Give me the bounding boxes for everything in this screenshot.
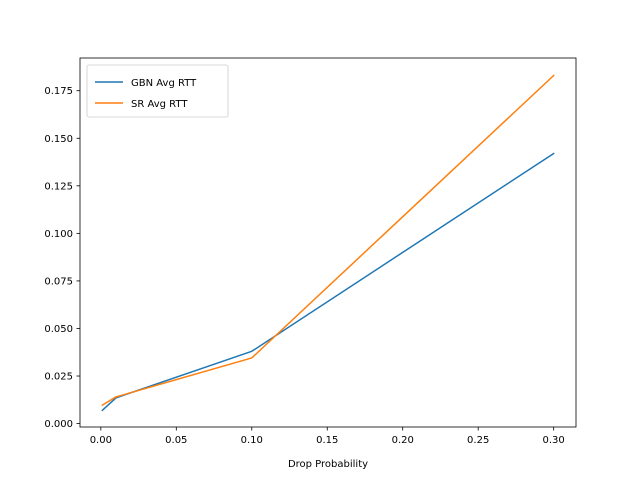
y-tick-label: 0.075 bbox=[44, 276, 73, 287]
y-tick-label: 0.150 bbox=[44, 134, 73, 145]
y-tick-label: 0.025 bbox=[44, 372, 73, 383]
y-tick-label: 0.125 bbox=[44, 181, 73, 192]
x-tick-label: 0.30 bbox=[543, 435, 565, 446]
x-tick-label: 0.15 bbox=[316, 435, 338, 446]
series-line-gbn bbox=[101, 152, 555, 412]
y-tick-label: 0.050 bbox=[44, 324, 73, 335]
x-tick-label: 0.20 bbox=[392, 435, 414, 446]
plot-area bbox=[79, 57, 577, 428]
legend-label: SR Avg RTT bbox=[131, 99, 188, 110]
x-axis: 0.00 0.05 0.10 0.15 0.20 0.25 0.30 bbox=[90, 427, 565, 446]
y-tick-label: 0.175 bbox=[44, 86, 73, 97]
series-layer bbox=[101, 74, 555, 412]
x-tick-label: 0.25 bbox=[467, 435, 489, 446]
x-tick-label: 0.10 bbox=[241, 435, 263, 446]
y-tick-label: 0.100 bbox=[44, 229, 73, 240]
x-axis-title: Drop Probability bbox=[288, 459, 368, 470]
series-line-sr bbox=[101, 74, 555, 407]
y-tick-label: 0.000 bbox=[44, 419, 73, 430]
legend-frame bbox=[86, 64, 229, 118]
x-tick-label: 0.05 bbox=[165, 435, 187, 446]
legend: GBN Avg RTT SR Avg RTT bbox=[86, 64, 229, 118]
y-axis: 0.000 0.025 0.050 0.075 0.100 0.125 0.150 0.175 bbox=[44, 86, 80, 430]
plot-frame bbox=[79, 57, 577, 428]
legend-label: GBN Avg RTT bbox=[131, 78, 197, 89]
x-tick-label: 0.00 bbox=[90, 435, 112, 446]
